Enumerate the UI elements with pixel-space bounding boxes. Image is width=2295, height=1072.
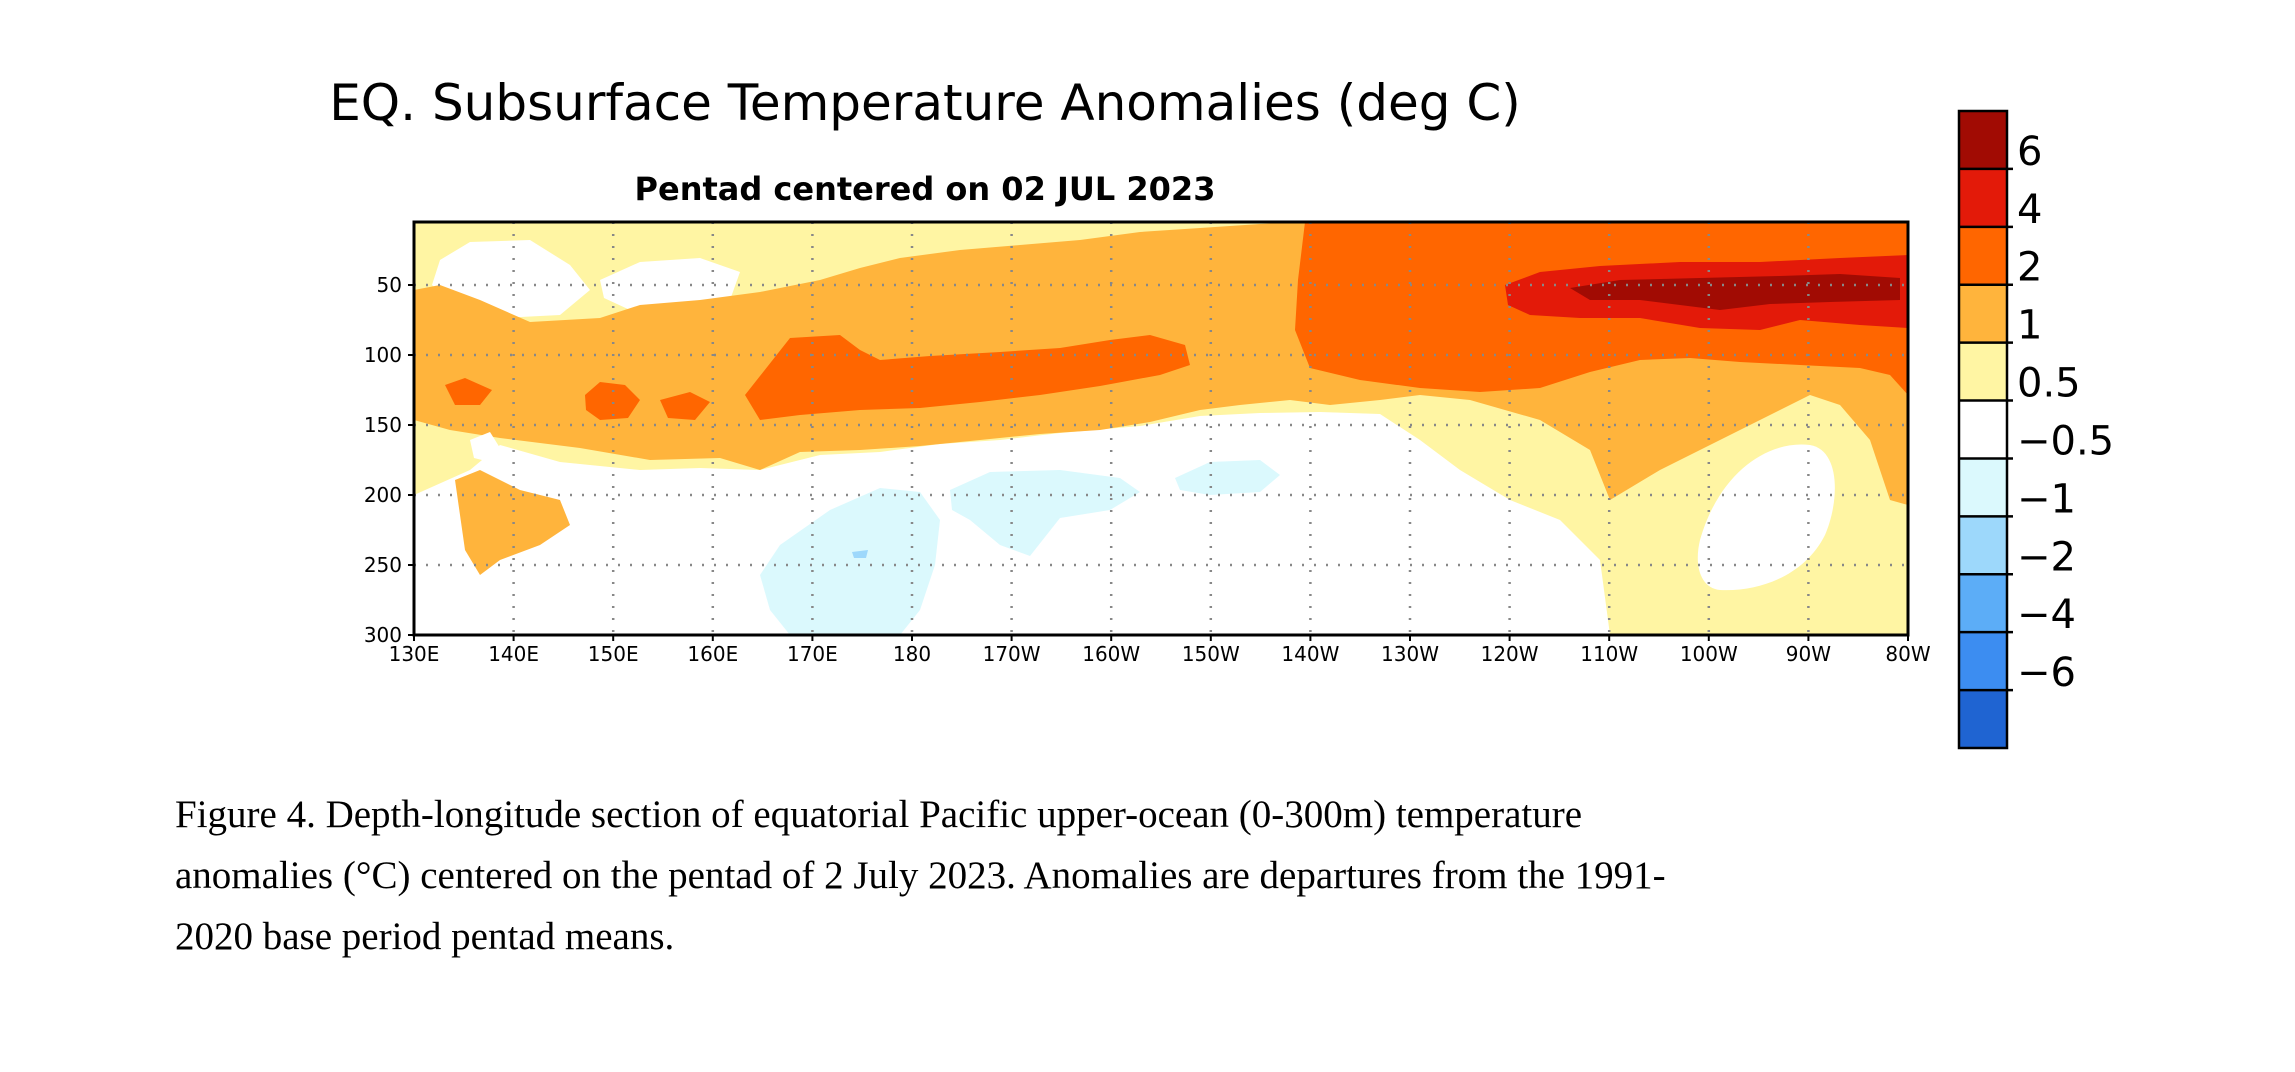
colorbar-label: 2 xyxy=(2017,245,2042,291)
caption-line-3: 2020 base period pentad means. xyxy=(175,915,675,958)
colorbar-swatch xyxy=(1959,632,2007,691)
x-axis: 130E 140E 150E 160E 170E 180 170W 160W 150W 140W 1… xyxy=(389,635,1931,666)
x-tick-label: 100W xyxy=(1680,642,1738,666)
fill-2-4-patch-b xyxy=(660,392,710,420)
colorbar-swatch xyxy=(1959,342,2007,402)
colorbar-label: −2 xyxy=(2017,534,2076,580)
x-tick-label: 140W xyxy=(1281,642,1339,666)
fill-neg-0.5-1-c xyxy=(1175,460,1280,495)
x-tick-label: 140E xyxy=(488,642,539,666)
chart-subtitle: Pentad centered on 02 JUL 2023 xyxy=(635,170,1216,208)
y-tick-label: 50 xyxy=(377,273,402,297)
figure-caption: Figure 4. Depth-longitude section of equ… xyxy=(175,784,2135,967)
y-tick-label: 150 xyxy=(364,413,402,437)
fill-gt6 xyxy=(1570,274,1900,310)
colorbar-label: −0.5 xyxy=(2017,418,2114,464)
x-tick-label: 170E xyxy=(787,642,838,666)
y-tick-label: 300 xyxy=(364,623,402,647)
colorbar-label: 1 xyxy=(2017,303,2042,349)
fill-2-4-patch-c xyxy=(445,378,492,405)
colorbar-swatch xyxy=(1959,574,2007,633)
colorbar-swatch xyxy=(1959,458,2007,517)
fill-2-4-central xyxy=(745,335,1190,420)
x-tick-label: 160W xyxy=(1082,642,1140,666)
colorbar-frame xyxy=(1957,109,2009,750)
x-tick-label: 120W xyxy=(1481,642,1539,666)
fill-neutral-upper-150e xyxy=(600,258,740,312)
colorbar-label: 6 xyxy=(2017,129,2042,175)
x-tick-label: 110W xyxy=(1580,642,1638,666)
caption-line-1: Figure 4. Depth-longitude section of equ… xyxy=(175,793,1583,836)
fill-neutral-west-spot xyxy=(470,432,500,462)
colorbar-swatch xyxy=(1959,168,2007,228)
chart-title: EQ. Subsurface Temperature Anomalies (de… xyxy=(329,74,1521,132)
x-tick-label: 130W xyxy=(1381,642,1439,666)
fill-neg-0.5-1-a xyxy=(760,488,940,635)
x-tick-label: 90W xyxy=(1786,642,1831,666)
colorbar-label: 0.5 xyxy=(2017,361,2081,407)
colorbar-label: −6 xyxy=(2017,650,2076,696)
y-tick-label: 200 xyxy=(364,483,402,507)
x-tick-label: 180 xyxy=(893,642,931,666)
colorbar-swatch xyxy=(1959,111,2007,170)
colorbar-swatch xyxy=(1959,690,2007,749)
colorbar: 6 4 2 1 0.5 −0.5 −1 −2 −4 −6 xyxy=(1957,109,2114,750)
x-tick-label: 130E xyxy=(389,642,440,666)
colorbar-swatch xyxy=(1959,284,2007,344)
colorbar-swatch xyxy=(1959,516,2007,575)
plot-area xyxy=(414,222,1908,635)
y-tick-label: 100 xyxy=(364,343,402,367)
caption-line-2: anomalies (°C) centered on the pentad of… xyxy=(175,854,1666,897)
colorbar-swatch xyxy=(1959,226,2007,286)
fill-neg-0.5-1-b xyxy=(950,470,1140,556)
x-tick-label: 150W xyxy=(1182,642,1240,666)
plot-frame xyxy=(412,220,1910,637)
colorbar-label: 4 xyxy=(2017,187,2042,233)
fill-neg-1-2-spot xyxy=(852,550,868,558)
fill-2-4-patch-a xyxy=(585,382,640,420)
fill-neutral-east-oval xyxy=(1697,444,1835,591)
y-axis: 50 100 150 200 250 300 xyxy=(364,273,414,647)
colorbar-label: −4 xyxy=(2017,592,2076,638)
x-tick-label: 150E xyxy=(588,642,639,666)
x-tick-label: 80W xyxy=(1885,642,1930,666)
x-tick-label: 170W xyxy=(983,642,1041,666)
colorbar-label: −1 xyxy=(2017,476,2076,522)
colorbar-swatch xyxy=(1959,400,2007,459)
x-tick-label: 160E xyxy=(687,642,738,666)
y-tick-label: 250 xyxy=(364,553,402,577)
